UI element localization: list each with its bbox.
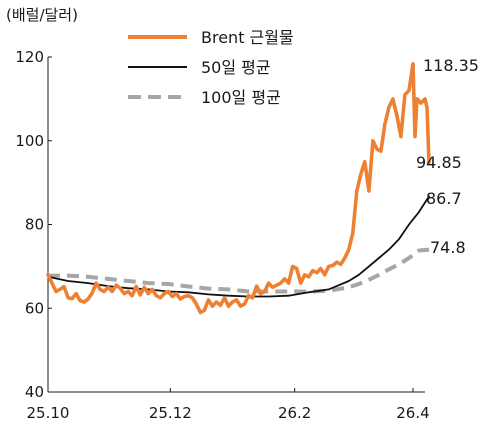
y-tick-label: 60 [25, 299, 44, 317]
y-tick-label: 120 [15, 48, 44, 66]
y-tick-label: 40 [25, 383, 44, 401]
series-brent-line [46, 62, 431, 315]
x-tick-label: 25.10 [27, 404, 70, 422]
end-label-ma50: 86.7 [426, 189, 462, 208]
x-tick-label: 25.12 [149, 404, 192, 422]
end-label-brent-peak: 118.35 [423, 56, 479, 75]
series-ma50-line [47, 195, 430, 298]
legend-label-ma100: 100일 평균 [201, 88, 281, 107]
plot-series [46, 62, 431, 315]
legend-label-ma50: 50일 평균 [201, 58, 271, 77]
y-unit-label: (배럴/달러) [6, 6, 78, 24]
end-label-brent: 94.85 [416, 153, 462, 172]
end-label-ma100: 74.8 [430, 238, 466, 257]
y-tick-label: 80 [25, 216, 44, 234]
y-axis: 40 60 80 100 120 [15, 48, 52, 401]
series-ma100-line [48, 247, 430, 294]
legend: Brent 근월물 50일 평균 100일 평균 [128, 28, 294, 107]
x-tick-label: 26.2 [278, 404, 311, 422]
y-tick-label: 100 [15, 132, 44, 150]
x-axis: 25.10 25.12 26.2 26.4 [27, 388, 430, 422]
end-labels: 118.35 94.85 86.7 74.8 [416, 56, 479, 257]
x-tick-label: 26.4 [396, 404, 429, 422]
legend-label-brent: Brent 근월물 [201, 28, 294, 47]
